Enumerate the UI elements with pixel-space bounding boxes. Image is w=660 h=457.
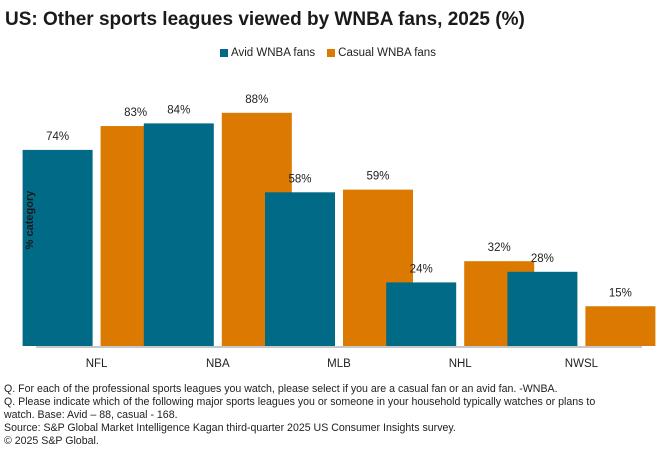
legend-label-avid: Avid WNBA fans <box>231 47 316 59</box>
bar-chart: 74% 83% 84% 88% 58% 59% 24% 32% 28% 15% NFL NBA MLB… <box>22 94 656 370</box>
value-label-nba-casual: 88% <box>245 94 268 106</box>
value-label-mlb-avid: 58% <box>288 173 311 185</box>
legend-swatch-avid <box>220 49 228 57</box>
footnote-source: Source: S&P Global Market Intelligence K… <box>4 422 456 434</box>
bar-nfl-avid <box>22 149 93 346</box>
x-tick-labels-group: NFL NBA MLB NHL NWSL <box>86 358 599 370</box>
value-labels-group: 74% 83% 84% 88% 58% 59% 24% 32% 28% 15% <box>46 94 632 299</box>
value-label-nba-avid: 84% <box>167 104 190 116</box>
legend-item-avid: Avid WNBA fans <box>220 47 315 59</box>
x-tick-label-nba: NBA <box>206 358 230 370</box>
value-label-nhl-avid: 24% <box>410 263 433 275</box>
y-axis-label: % category <box>24 190 36 250</box>
chart-title: US: Other sports leagues viewed by WNBA … <box>5 9 525 30</box>
legend-item-casual: Casual WNBA fans <box>327 47 436 59</box>
footnote-base: watch. Base: Avid – 88, casual - 168. <box>4 409 178 421</box>
bars-group <box>22 112 656 347</box>
value-label-nwsl-avid: 28% <box>531 253 554 265</box>
footnote-question-2: Q. Please indicate which of the followin… <box>4 396 596 408</box>
legend-swatch-casual <box>327 49 336 57</box>
value-label-nfl-avid: 74% <box>46 131 69 143</box>
legend-label-casual: Casual WNBA fans <box>338 47 436 59</box>
bar-nba-avid <box>143 123 214 347</box>
footnote-copyright: © 2025 S&P Global. <box>4 435 99 447</box>
value-label-nhl-casual: 32% <box>488 242 511 254</box>
value-label-mlb-casual: 59% <box>366 171 389 183</box>
footnote-question-1: Q. For each of the professional sports l… <box>4 383 558 395</box>
x-tick-label-nfl: NFL <box>86 358 108 370</box>
value-label-nwsl-casual: 15% <box>609 287 632 299</box>
value-label-nfl-casual: 83% <box>124 107 147 119</box>
legend: Avid WNBA fans Casual WNBA fans <box>220 47 436 59</box>
x-tick-label-nwsl: NWSL <box>565 358 599 370</box>
bar-nwsl-casual <box>585 306 656 346</box>
bar-nhl-avid <box>386 282 457 346</box>
x-tick-label-mlb: MLB <box>327 358 351 370</box>
bar-nwsl-avid <box>507 271 578 346</box>
x-tick-label-nhl: NHL <box>449 358 473 370</box>
footnotes: Q. For each of the professional sports l… <box>4 383 656 448</box>
bar-mlb-avid <box>265 192 335 346</box>
